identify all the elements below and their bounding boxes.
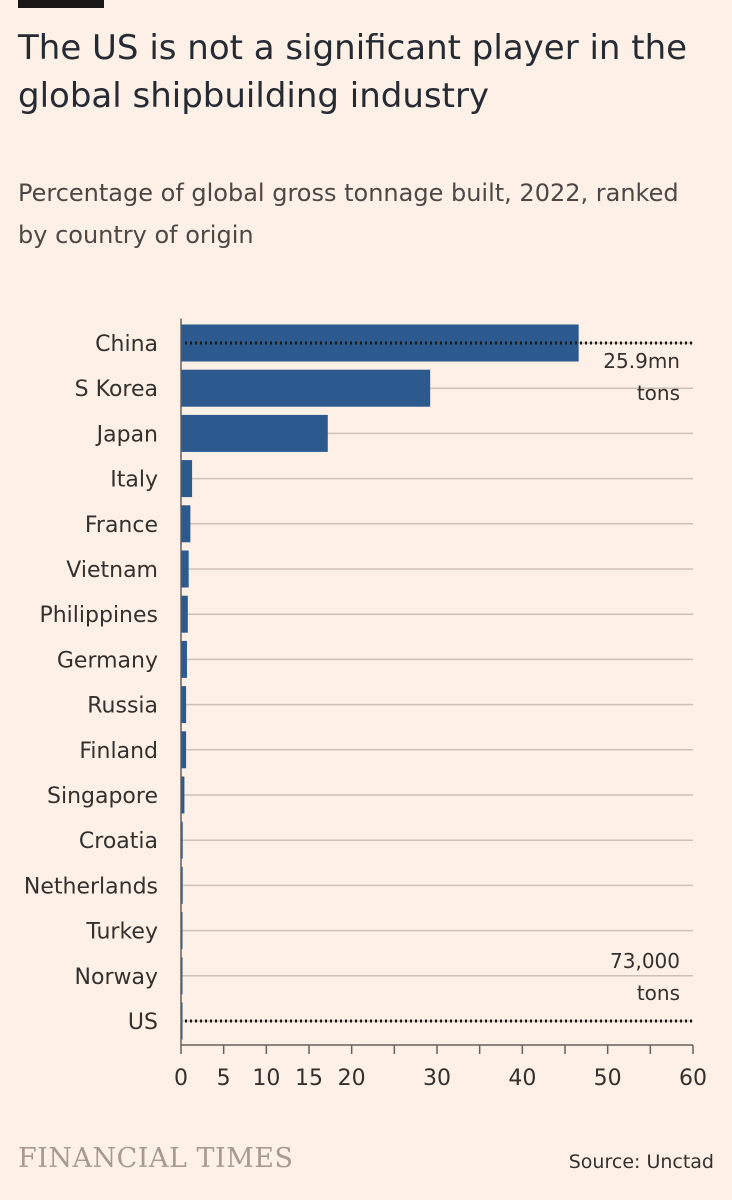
top-accent-bar — [18, 0, 104, 8]
x-tick-label: 20 — [338, 1066, 366, 1091]
bar — [181, 369, 431, 407]
category-label: China — [95, 332, 158, 357]
category-label: Germany — [57, 648, 158, 673]
category-label: Netherlands — [24, 874, 158, 899]
bar — [181, 505, 191, 543]
category-label: France — [85, 513, 158, 538]
brand-logo: FINANCIAL TIMES — [18, 1143, 294, 1174]
annotation-label: tons — [637, 381, 680, 405]
bar-chart: China S Korea Japan Italy France Vietnam Phili… — [24, 318, 707, 1091]
category-label: Croatia — [79, 829, 158, 854]
category-label: Philippines — [39, 603, 158, 628]
bar — [181, 595, 188, 633]
chart-subtitle: Percentage of global gross tonnage built… — [18, 179, 679, 249]
x-tick-label: 5 — [217, 1066, 231, 1091]
category-label: Finland — [79, 739, 158, 764]
category-label: Singapore — [47, 784, 158, 809]
x-tick-label: 0 — [174, 1066, 188, 1091]
x-tick-label: 50 — [594, 1066, 622, 1091]
x-tick-label: 10 — [252, 1066, 280, 1091]
bar — [181, 324, 579, 362]
x-tick-label: 40 — [508, 1066, 536, 1091]
category-label: Norway — [75, 965, 158, 990]
category-label: S Korea — [75, 377, 158, 402]
category-label: Vietnam — [66, 558, 158, 583]
annotation-label: tons — [637, 981, 680, 1005]
chart-title: The US is not a significant player in th… — [18, 28, 688, 116]
x-tick-label: 15 — [295, 1066, 323, 1091]
category-label: Italy — [110, 468, 158, 493]
bar — [181, 731, 187, 769]
category-label: Turkey — [85, 920, 158, 945]
bar — [181, 866, 183, 904]
category-label: US — [128, 1010, 158, 1035]
bar — [181, 460, 193, 498]
annotation-label: 73,000 — [610, 949, 680, 973]
x-tick-label: 30 — [423, 1066, 451, 1091]
category-label: Russia — [87, 694, 158, 719]
bar — [181, 414, 328, 452]
annotation-label: 25.9mn — [603, 349, 680, 373]
category-label: Japan — [95, 422, 158, 447]
bar — [181, 821, 183, 859]
bar — [181, 640, 187, 678]
bar — [181, 550, 189, 588]
bar — [181, 686, 187, 724]
source-note: Source: Unctad — [568, 1151, 714, 1173]
bar — [181, 776, 185, 814]
x-tick-label: 60 — [679, 1066, 707, 1091]
